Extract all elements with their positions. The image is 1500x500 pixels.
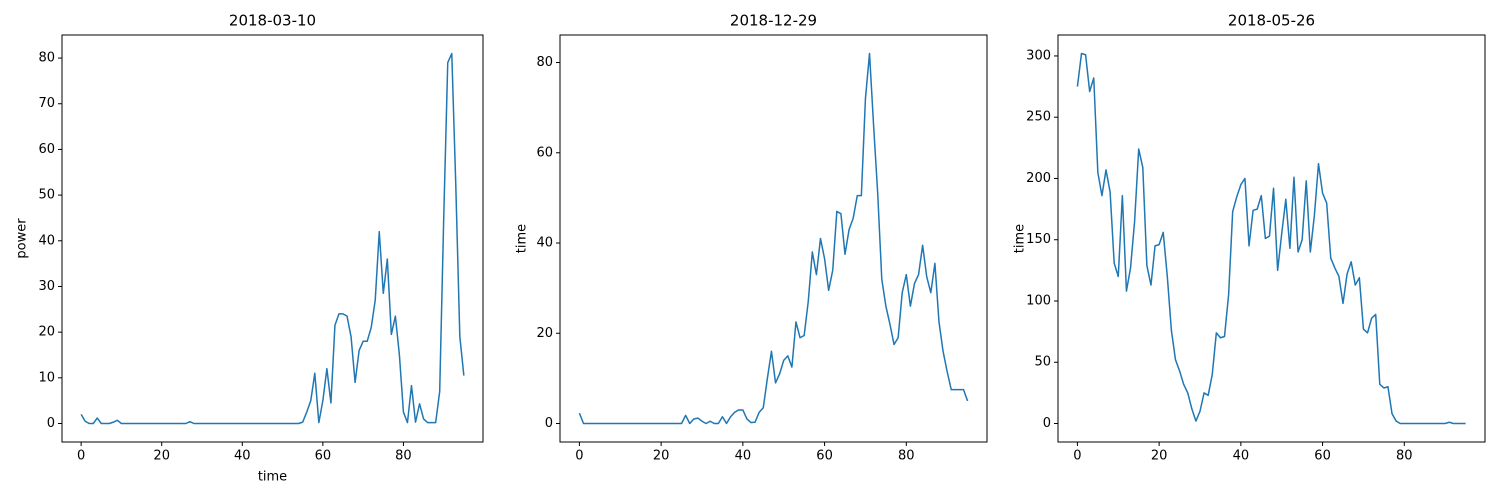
x-tick-label: 60 bbox=[816, 449, 833, 464]
chart-title: 2018-03-10 bbox=[229, 12, 316, 30]
line bbox=[80, 52, 465, 425]
x-tick-label: 60 bbox=[1314, 449, 1331, 464]
y-tick-label: 300 bbox=[1026, 48, 1051, 63]
axes-frame bbox=[1057, 34, 1486, 443]
y-tick-label: 0 bbox=[545, 416, 553, 431]
x-axis-label: time bbox=[258, 470, 287, 485]
y-tick-label: 60 bbox=[38, 142, 55, 157]
line bbox=[1076, 52, 1466, 425]
x-tick-label: 80 bbox=[898, 449, 915, 464]
y-axis-label: time bbox=[515, 224, 530, 253]
x-tick-label: 0 bbox=[575, 449, 583, 464]
x-tick-label: 40 bbox=[1233, 449, 1250, 464]
y-tick-label: 80 bbox=[38, 51, 55, 66]
y-tick-label: 0 bbox=[47, 416, 55, 431]
axes-frame bbox=[559, 34, 988, 443]
axes-frame bbox=[61, 34, 484, 443]
y-tick-label: 20 bbox=[38, 325, 55, 340]
y-axis-label: power bbox=[15, 218, 30, 259]
y-tick-label: 50 bbox=[1034, 355, 1051, 370]
x-tick-label: 20 bbox=[653, 449, 670, 464]
x-tick-label: 0 bbox=[1073, 449, 1081, 464]
y-tick-label: 40 bbox=[536, 236, 553, 251]
y-tick-label: 100 bbox=[1026, 293, 1051, 308]
x-tick-label: 0 bbox=[77, 449, 85, 464]
line bbox=[578, 52, 969, 425]
y-axis-label: time bbox=[1013, 224, 1028, 253]
y-tick-label: 60 bbox=[536, 145, 553, 160]
x-tick-label: 40 bbox=[735, 449, 752, 464]
y-tick-label: 80 bbox=[536, 55, 553, 70]
x-tick-label: 20 bbox=[1151, 449, 1168, 464]
y-tick-label: 0 bbox=[1043, 416, 1051, 431]
y-tick-label: 40 bbox=[38, 233, 55, 248]
x-tick-label: 80 bbox=[395, 449, 412, 464]
x-tick-label: 20 bbox=[153, 449, 170, 464]
chart-title: 2018-12-29 bbox=[730, 12, 817, 30]
y-tick-label: 20 bbox=[536, 326, 553, 341]
y-tick-label: 10 bbox=[38, 370, 55, 385]
x-tick-label: 80 bbox=[1396, 449, 1413, 464]
y-tick-label: 70 bbox=[38, 96, 55, 111]
x-tick-label: 60 bbox=[315, 449, 332, 464]
y-tick-label: 150 bbox=[1026, 232, 1051, 247]
y-tick-label: 30 bbox=[38, 279, 55, 294]
y-tick-label: 200 bbox=[1026, 171, 1051, 186]
chart-title: 2018-05-26 bbox=[1228, 12, 1315, 30]
y-tick-label: 50 bbox=[38, 188, 55, 203]
x-tick-label: 40 bbox=[234, 449, 251, 464]
y-tick-label: 250 bbox=[1026, 110, 1051, 125]
